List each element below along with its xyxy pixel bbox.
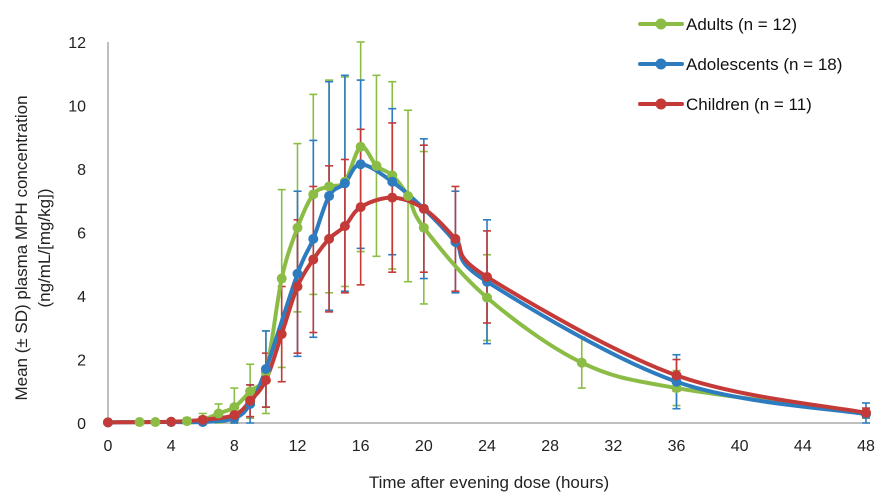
children-data-point: [308, 254, 319, 265]
x-tick-label: 48: [857, 438, 875, 455]
adolescents-data-point: [339, 178, 350, 189]
y-axis-title-line-2: (ng/mL/[mg/kg]): [35, 188, 54, 307]
x-tick-label: 16: [352, 438, 370, 455]
legend-label: Adolescents (n = 18): [686, 55, 842, 74]
children-data-point: [482, 271, 492, 282]
legend-label: Adults (n = 12): [686, 15, 797, 34]
adults-data-point: [403, 190, 414, 201]
x-tick-label: 4: [167, 438, 176, 455]
children-data-point: [197, 414, 208, 425]
y-tick-label: 10: [68, 99, 86, 116]
adolescents-data-point: [355, 159, 366, 170]
legend-swatch-marker: [655, 98, 667, 110]
x-tick-label: 12: [289, 438, 307, 455]
adults-data-point: [245, 386, 256, 397]
y-tick-label: 2: [77, 353, 86, 370]
adults-data-point: [418, 222, 429, 233]
children-data-point: [324, 233, 335, 244]
adults-data-point: [371, 160, 382, 171]
adolescents-data-point: [387, 176, 398, 187]
series-points: [103, 141, 871, 428]
adults-data-point: [292, 222, 303, 233]
y-tick-label: 12: [68, 35, 86, 52]
adolescents-data-point: [260, 364, 271, 375]
x-tick-labels: 0 4 8 12 16 20 24 28 32 36 40 44 48: [104, 438, 875, 455]
x-tick-label: 20: [415, 438, 433, 455]
children-data-point: [339, 221, 350, 232]
adults-data-point: [181, 416, 192, 427]
adults-data-point: [576, 357, 587, 368]
adults-data-point: [276, 273, 287, 284]
adolescents-data-point: [292, 268, 303, 279]
legend-label: Children (n = 11): [686, 95, 812, 114]
y-tick-label: 8: [77, 162, 86, 179]
children-data-point: [418, 203, 429, 214]
adults-data-point: [134, 417, 145, 428]
y-tick-label: 0: [77, 416, 86, 433]
legend-item-children: Children (n = 11): [638, 95, 812, 114]
adults-data-point: [150, 417, 161, 428]
y-tick-label: 4: [77, 289, 86, 306]
legend: Adults (n = 12) Adolescents (n = 18) Child…: [638, 15, 842, 114]
adolescents-data-point: [308, 233, 319, 244]
x-tick-label: 32: [604, 438, 622, 455]
y-tick-labels: 0 2 4 6 8 10 12: [68, 35, 86, 433]
adults-data-point: [229, 402, 240, 413]
x-tick-label: 44: [794, 438, 812, 455]
y-tick-label: 6: [77, 226, 86, 243]
y-axis-title-line-1: Mean (± SD) plasma MPH concentration: [12, 95, 31, 400]
x-tick-label: 36: [668, 438, 686, 455]
x-tick-label: 0: [104, 438, 113, 455]
legend-item-adolescents: Adolescents (n = 18): [638, 55, 842, 74]
y-axis-title: Mean (± SD) plasma MPH concentration (ng…: [12, 95, 54, 400]
children-data-point: [245, 395, 256, 406]
children-data-point: [229, 410, 240, 421]
children-data-point: [292, 281, 303, 292]
children-data-point: [260, 375, 271, 386]
x-tick-label: 40: [731, 438, 749, 455]
adults-data-point: [355, 141, 366, 152]
legend-item-adults: Adults (n = 12): [638, 15, 797, 34]
adolescents-data-point: [324, 190, 335, 201]
adults-data-point: [482, 292, 492, 303]
x-tick-label: 24: [478, 438, 496, 455]
adults-data-point: [213, 408, 224, 419]
children-data-point: [166, 416, 177, 427]
children-data-point: [355, 202, 366, 213]
children-data-point: [450, 233, 461, 244]
legend-swatch-marker: [655, 18, 667, 30]
legend-swatch-marker: [655, 58, 667, 70]
x-tick-label: 8: [230, 438, 239, 455]
x-tick-label: 28: [541, 438, 559, 455]
x-axis-title: Time after evening dose (hours): [369, 473, 609, 492]
children-data-point: [387, 192, 398, 203]
children-data-point: [861, 407, 871, 418]
children-data-point: [103, 417, 113, 428]
children-data-point: [276, 329, 287, 340]
children-data-point: [671, 370, 682, 381]
adults-data-point: [324, 181, 335, 192]
adults-data-point: [308, 189, 319, 200]
